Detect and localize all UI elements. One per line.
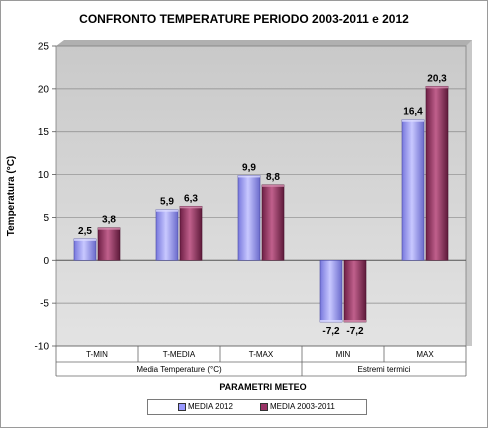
bar-cap-s0-c4 [402, 119, 424, 122]
data-label-s0-c3: -7,2 [322, 326, 340, 337]
plot-wall-top [56, 40, 472, 46]
category-label-0: T-MIN [86, 350, 108, 359]
bar-cap-s1-c1 [180, 206, 202, 209]
y-tick-label-1: -5 [40, 299, 49, 310]
legend-swatch-media-2003-2011 [260, 402, 268, 411]
data-label-s1-c4: 20,3 [427, 73, 447, 84]
y-tick-label-3: 5 [43, 213, 49, 224]
legend-item-media-2012: MEDIA 2012 [178, 402, 233, 411]
bar-cap-s1-c2 [262, 184, 284, 187]
bar-cap-s1-c3 [344, 320, 366, 322]
data-label-s1-c0: 3,8 [102, 215, 116, 226]
legend-label-media-2012: MEDIA 2012 [188, 402, 233, 411]
bar-s0-c4 [401, 119, 425, 261]
bar-s0-c3 [319, 259, 343, 323]
legend: MEDIA 2012 MEDIA 2003-2011 [147, 399, 367, 415]
category-label-3: MIN [336, 350, 351, 359]
data-label-s1-c2: 8,8 [266, 172, 280, 183]
y-tick-label-6: 20 [38, 84, 50, 95]
legend-item-media-2003-2011: MEDIA 2003-2011 [260, 402, 335, 411]
legend-swatch-media-2012 [178, 402, 186, 411]
data-label-s1-c3: -7,2 [346, 326, 364, 337]
category-label-2: T-MAX [249, 350, 274, 359]
bar-cap-s1-c0 [98, 227, 120, 230]
y-tick-label-7: 25 [38, 42, 50, 53]
group-label-1: Estremi termici [358, 365, 411, 374]
bar-s1-c0 [97, 227, 121, 261]
bar-s1-c1 [179, 205, 203, 261]
category-label-1: T-MEDIA [163, 350, 196, 359]
bar-s1-c4 [425, 85, 449, 261]
x-axis-title: PARAMETRI METEO [219, 382, 306, 392]
y-tick-label-0: -10 [35, 342, 50, 353]
bar-s1-c2 [261, 184, 285, 261]
bars [73, 85, 449, 323]
plot-area [55, 45, 467, 347]
bar-cap-s0-c2 [238, 175, 260, 178]
data-labels: 2,5 5,9 9,9 -7,2 16,4 3,8 6,3 8,8 -7,2 20,3 [78, 73, 447, 337]
y-tick-label-5: 15 [38, 127, 50, 138]
data-label-s1-c1: 6,3 [184, 193, 198, 204]
category-axis: T-MIN T-MEDIA T-MAX MIN MAX Media Temperature… [55, 345, 467, 377]
chart-title: CONFRONTO TEMPERATURE PERIODO 2003-2011 … [79, 12, 409, 26]
bar-s0-c0 [73, 238, 97, 261]
bar-cap-s0-c1 [156, 209, 178, 212]
y-axis-title: Temperatura (°C) [6, 156, 17, 237]
bar-cap-s1-c4 [426, 86, 448, 89]
data-label-s0-c2: 9,9 [242, 162, 256, 173]
category-label-4: MAX [416, 350, 434, 359]
y-axis-ticks: -10 -5 0 5 10 15 20 25 [35, 42, 56, 353]
data-label-s0-c4: 16,4 [403, 107, 423, 118]
group-label-0: Media Temperature (°C) [136, 365, 222, 374]
bar-s0-c1 [155, 209, 179, 261]
y-tick-label-4: 10 [38, 170, 50, 181]
y-tick-label-2: 0 [43, 256, 49, 267]
bar-s1-c3 [343, 259, 367, 323]
bar-s0-c2 [237, 175, 261, 261]
bar-cap-s0-c0 [74, 238, 96, 241]
data-label-s0-c0: 2,5 [78, 226, 92, 237]
bar-cap-s0-c3 [320, 320, 342, 322]
legend-label-media-2003-2011: MEDIA 2003-2011 [270, 402, 335, 411]
data-label-s0-c1: 5,9 [160, 197, 174, 208]
